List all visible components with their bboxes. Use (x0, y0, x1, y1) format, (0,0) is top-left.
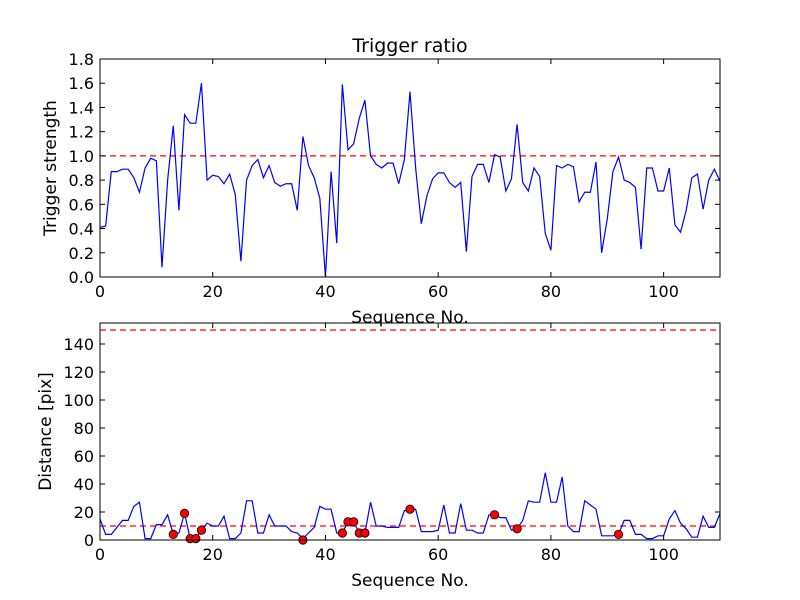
marker-point (191, 533, 201, 544)
y-tick-label: 120 (63, 363, 94, 382)
marker-point (512, 524, 522, 534)
y-tick-label: 1.6 (69, 74, 94, 93)
y-tick-label: 1.2 (69, 123, 94, 142)
x-axis-label: Sequence No. (351, 308, 468, 328)
marker-points (168, 504, 624, 545)
y-tick-label: 0.6 (69, 195, 94, 214)
x-tick-label: 0 (95, 545, 105, 564)
threshold-lines (100, 329, 720, 527)
marker-point (489, 510, 500, 520)
y-tick-label: 60 (74, 447, 94, 466)
marker-point (360, 528, 370, 538)
tick-labels: 0 20 40 60 80 100 0.0 0.2 0.4 0.6 0.8 1.0 1.2 1.4 1.6 1… (69, 50, 679, 301)
y-tick-label: 1.0 (69, 147, 94, 166)
axes-frame (99, 322, 721, 541)
x-tick-label: 40 (315, 282, 335, 301)
marker-point (405, 504, 415, 514)
tick-marks (99, 323, 720, 541)
marker-point (196, 525, 207, 535)
y-tick-label: 80 (74, 419, 94, 438)
y-tick-label: 1.4 (69, 98, 94, 117)
x-tick-label: 20 (203, 545, 223, 564)
x-tick-label: 80 (541, 282, 561, 301)
chart-title: Trigger ratio (351, 35, 467, 57)
x-tick-label: 60 (428, 282, 448, 301)
x-tick-label: 100 (648, 282, 679, 301)
y-tick-label: 100 (63, 391, 94, 410)
x-tick-label: 60 (428, 545, 448, 564)
x-tick-label: 20 (203, 282, 223, 301)
y-tick-label: 1.8 (69, 50, 94, 69)
distance-chart: 0 20 40 60 80 100 0 20 40 60 80 100 120 140 Sequence … (36, 322, 721, 591)
x-tick-label: 40 (315, 545, 335, 564)
y-tick-label: 140 (63, 335, 94, 354)
tick-labels: 0 20 40 60 80 100 0 20 40 60 80 100 120 140 (63, 335, 678, 564)
y-tick-label: 0 (84, 531, 94, 550)
trigger-ratio-chart: 0 20 40 60 80 100 0.0 0.2 0.4 0.6 0.8 1.0 1.2 1.4 1.6 1… (41, 35, 721, 328)
marker-point (613, 529, 624, 540)
marker-point (349, 517, 359, 527)
x-tick-label: 100 (648, 545, 679, 564)
axes-frame (99, 58, 721, 278)
x-axis-label: Sequence No. (351, 571, 468, 591)
x-tick-label: 80 (541, 545, 561, 564)
y-tick-label: 40 (74, 475, 94, 494)
series-line (100, 83, 720, 277)
y-tick-label: 0.0 (69, 268, 94, 287)
marker-point (179, 508, 190, 519)
series-lines (100, 83, 720, 277)
y-tick-label: 20 (74, 503, 94, 522)
marker-point (168, 529, 178, 540)
y-axis-label: Trigger strength (41, 100, 61, 237)
y-tick-label: 0.4 (69, 220, 94, 239)
y-axis-label: Distance [pix] (36, 372, 56, 491)
x-tick-label: 0 (95, 282, 105, 301)
y-tick-label: 0.2 (69, 244, 94, 263)
marker-point (337, 528, 347, 538)
y-tick-label: 0.8 (69, 171, 94, 190)
